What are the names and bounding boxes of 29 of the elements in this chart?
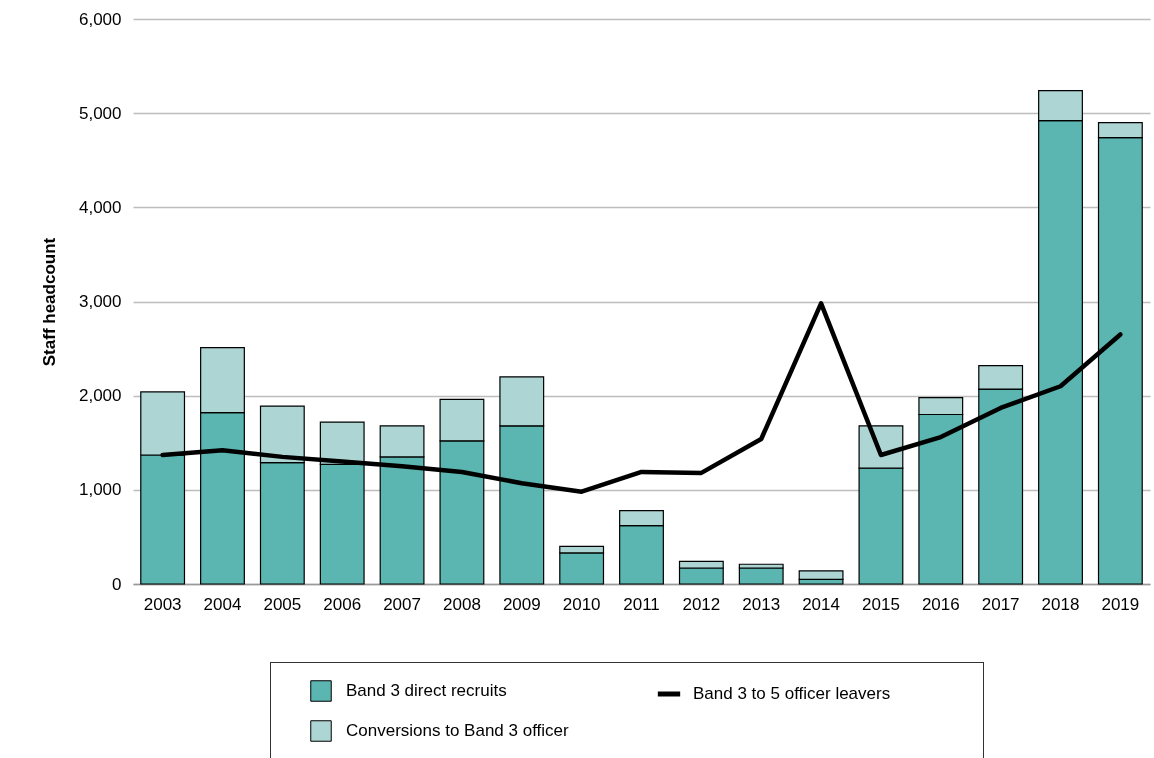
legend-label: Band 3 direct recruits — [346, 681, 507, 700]
x-tick-label: 2014 — [802, 594, 840, 614]
y-tick-label: 0 — [112, 574, 122, 594]
x-tick-label: 2012 — [682, 594, 721, 614]
x-tick-label: 2018 — [1041, 594, 1080, 614]
y-tick-label: 5,000 — [78, 103, 122, 123]
x-tick-label: 2005 — [263, 594, 302, 614]
x-tick-label: 2017 — [981, 594, 1020, 614]
y-tick-label: 3,000 — [78, 292, 122, 311]
x-tick-label: 2019 — [1101, 594, 1140, 614]
y-tick-label: 1,000 — [78, 480, 122, 500]
x-tick-label: 2004 — [203, 594, 242, 614]
x-tick-label: 2006 — [323, 594, 362, 614]
x-tick-label: 2003 — [143, 594, 182, 614]
y-axis-title: Staff headcount — [39, 237, 59, 367]
x-tick-label: 2008 — [443, 594, 481, 614]
x-tick-label: 2007 — [383, 594, 421, 614]
y-tick-label: 4,000 — [78, 197, 122, 217]
x-tick-label: 2009 — [502, 594, 541, 614]
x-tick-label: 2010 — [562, 594, 601, 614]
y-tick-label: 6,000 — [78, 9, 122, 29]
x-tick-label: 2016 — [921, 594, 960, 614]
legend-label: Band 3 to 5 officer leavers — [693, 684, 891, 703]
bar — [738, 567, 784, 585]
x-tick-label: 2011 — [623, 594, 660, 614]
y-tick-label: 2,000 — [78, 386, 122, 406]
x-tick-label: 2015 — [862, 594, 900, 614]
legend-label: Conversions to Band 3 officer — [346, 721, 570, 740]
x-tick-label: 2013 — [742, 594, 781, 614]
